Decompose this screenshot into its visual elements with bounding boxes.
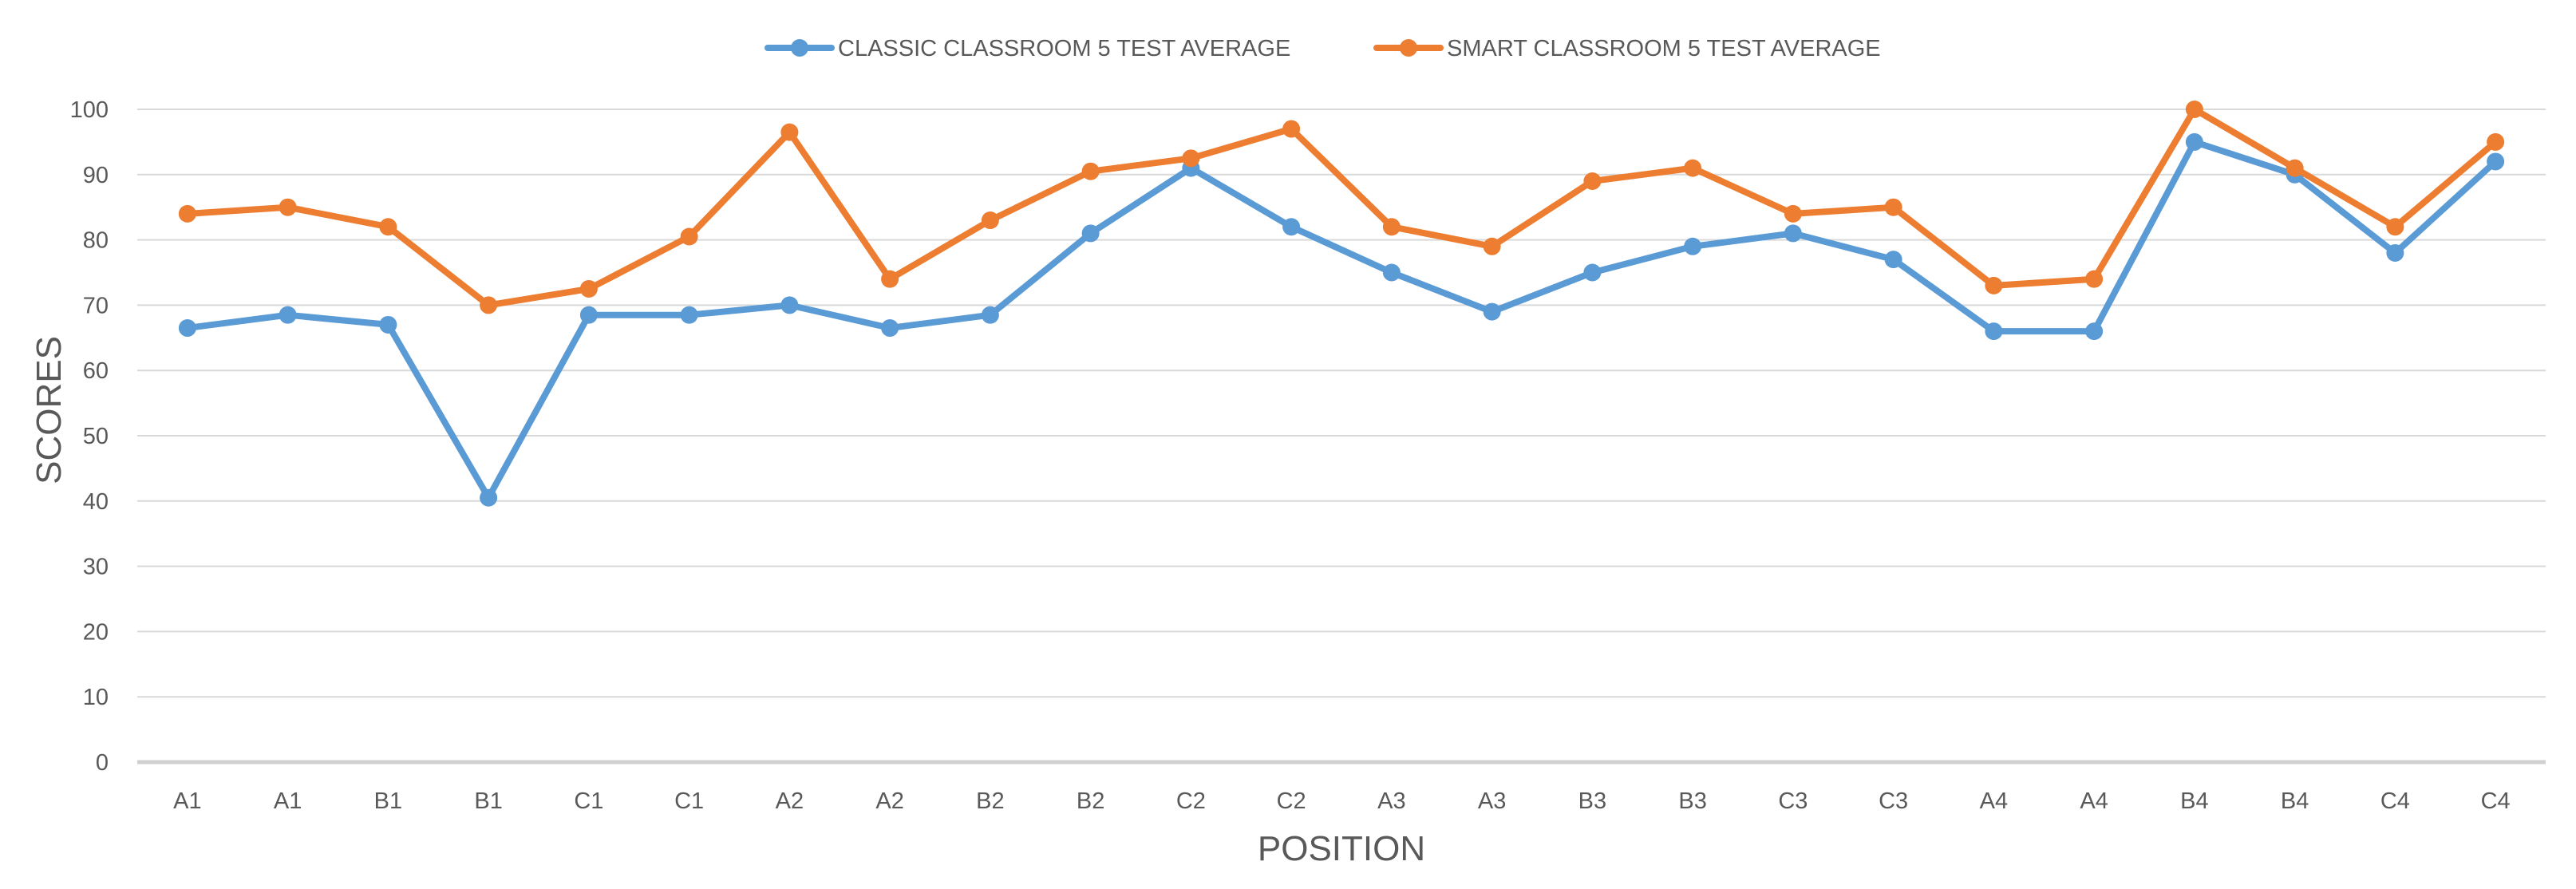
y-tick-label: 100 [70, 97, 109, 123]
legend-swatch-marker [791, 39, 808, 57]
data-point [2487, 132, 2505, 151]
data-point [1483, 237, 1501, 255]
x-tick-label: A4 [2080, 788, 2108, 814]
data-point [1884, 251, 1902, 269]
data-point [2085, 322, 2104, 341]
x-tick-label: B3 [1678, 788, 1706, 814]
x-tick-label: A1 [274, 788, 302, 814]
x-tick-label: B1 [374, 788, 402, 814]
data-point [1985, 322, 2003, 341]
data-point [780, 123, 799, 141]
data-point [1081, 224, 1100, 243]
x-tick-label: A1 [173, 788, 201, 814]
x-tick-label: B2 [976, 788, 1004, 814]
series-0 [178, 132, 2505, 507]
data-point [2286, 159, 2304, 177]
data-point [178, 319, 196, 338]
axes: 0 10 20 30 40 50 60 70 80 90 100 A1 A1 B1 B1 C1 C1 A2 A2 B2… [70, 97, 2546, 814]
series-1 [178, 101, 2505, 314]
x-tick-label: C4 [2481, 788, 2511, 814]
data-point [780, 296, 799, 314]
data-point [881, 319, 899, 338]
data-point [1282, 218, 1301, 236]
x-tick-label: B4 [2180, 788, 2208, 814]
data-point [1182, 149, 1200, 168]
x-tick-label: C3 [1778, 788, 1808, 814]
y-tick-label: 20 [83, 619, 109, 645]
x-tick-label: B3 [1578, 788, 1606, 814]
data-point [379, 218, 397, 236]
data-point [2487, 152, 2505, 171]
data-point [2185, 132, 2203, 151]
x-tick-label: C2 [1277, 788, 1306, 814]
data-point [2386, 218, 2404, 236]
data-point [178, 204, 196, 223]
x-tick-label: C1 [674, 788, 704, 814]
data-point [1483, 302, 1501, 321]
x-tick-label: C1 [574, 788, 603, 814]
data-point [279, 306, 297, 324]
x-tick-label: C3 [1879, 788, 1908, 814]
x-tick-label: A4 [1980, 788, 2008, 814]
data-point [1985, 276, 2003, 294]
y-tick-label: 70 [83, 293, 109, 318]
data-point [881, 270, 899, 288]
data-point [1583, 172, 1602, 190]
data-point [680, 306, 698, 324]
data-point [1684, 159, 1702, 177]
data-point [2085, 270, 2104, 288]
data-point [379, 315, 397, 334]
data-point [680, 227, 698, 246]
gridlines [137, 109, 2546, 698]
data-point [981, 211, 999, 230]
series-line [184, 138, 2499, 501]
y-tick-label: 10 [83, 685, 109, 710]
y-tick-label: 0 [96, 750, 109, 776]
legend-item: SMART CLASSROOM 5 TEST AVERAGE [1373, 36, 1881, 61]
x-tick-label: A3 [1377, 788, 1405, 814]
x-axis-title: POSITION [1258, 829, 1425, 868]
data-point [2386, 243, 2404, 262]
data-point [1684, 237, 1702, 255]
x-tick-label: C2 [1176, 788, 1206, 814]
y-axis-title: SCORES [30, 336, 69, 484]
data-point [279, 198, 297, 216]
data-point [1382, 218, 1401, 236]
y-tick-label: 80 [83, 228, 109, 254]
y-tick-label: 60 [83, 358, 109, 384]
y-tick-label: 50 [83, 424, 109, 449]
x-tick-label: A2 [776, 788, 804, 814]
legend-item: CLASSIC CLASSROOM 5 TEST AVERAGE [765, 36, 1290, 61]
y-tick-label: 30 [83, 555, 109, 580]
y-tick-label: 40 [83, 489, 109, 515]
data-point [1282, 120, 1301, 138]
legend-swatch-marker [1400, 39, 1417, 57]
data-point [1784, 224, 1802, 243]
data-point [480, 488, 498, 507]
data-point [1382, 263, 1401, 282]
data-point [1784, 204, 1802, 223]
y-tick-label: 90 [83, 163, 109, 188]
legend-label: CLASSIC CLASSROOM 5 TEST AVERAGE [838, 36, 1290, 61]
data-point [1884, 198, 1902, 216]
x-tick-label: B1 [474, 788, 502, 814]
x-tick-label: B4 [2281, 788, 2309, 814]
legend-label: SMART CLASSROOM 5 TEST AVERAGE [1447, 36, 1881, 61]
data-point [1081, 162, 1100, 180]
data-point [579, 279, 598, 298]
data-point [981, 306, 999, 324]
data-point [579, 306, 598, 324]
x-tick-label: A3 [1478, 788, 1506, 814]
x-tick-label: C4 [2380, 788, 2410, 814]
x-tick-label: B2 [1077, 788, 1104, 814]
data-point [2185, 101, 2203, 118]
data-point [480, 296, 498, 314]
legend: CLASSIC CLASSROOM 5 TEST AVERAGE SMART CL… [765, 36, 1881, 61]
x-tick-label: A2 [875, 788, 903, 814]
series-lines [178, 101, 2505, 507]
data-point [1583, 263, 1602, 282]
series-line [184, 106, 2499, 309]
